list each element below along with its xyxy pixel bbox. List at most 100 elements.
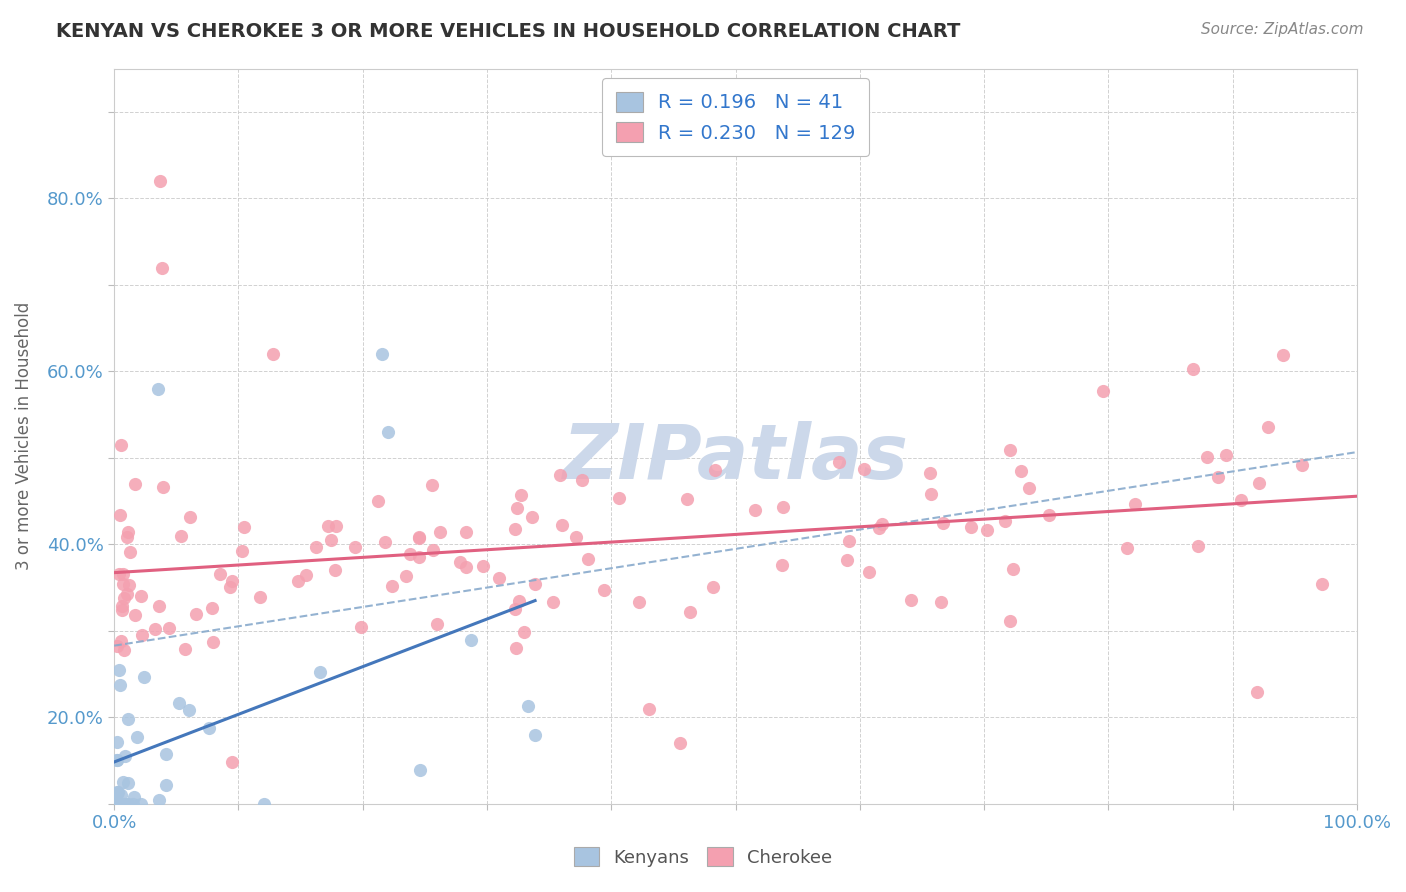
Point xyxy=(565,530,588,544)
Point xyxy=(548,467,571,482)
Point xyxy=(108,678,131,692)
Point xyxy=(124,607,146,622)
Point xyxy=(551,517,574,532)
Point xyxy=(118,545,141,559)
Point xyxy=(155,778,177,792)
Point xyxy=(503,601,526,615)
Point xyxy=(371,347,394,361)
Point xyxy=(150,260,173,275)
Point xyxy=(122,790,145,805)
Point xyxy=(107,784,129,798)
Point xyxy=(1310,577,1333,591)
Point xyxy=(744,502,766,516)
Point xyxy=(429,525,451,540)
Point xyxy=(506,501,529,516)
Point xyxy=(770,558,793,572)
Point xyxy=(1291,458,1313,472)
Legend: Kenyans, Cherokee: Kenyans, Cherokee xyxy=(567,840,839,874)
Point xyxy=(110,797,132,811)
Point xyxy=(637,702,659,716)
Text: KENYAN VS CHEROKEE 3 OR MORE VEHICLES IN HOUSEHOLD CORRELATION CHART: KENYAN VS CHEROKEE 3 OR MORE VEHICLES IN… xyxy=(56,22,960,41)
Point xyxy=(678,605,700,619)
Point xyxy=(179,510,201,524)
Point xyxy=(105,734,128,748)
Point xyxy=(105,797,128,811)
Point xyxy=(517,699,540,714)
Point xyxy=(201,634,224,648)
Point xyxy=(131,628,153,642)
Point xyxy=(1010,464,1032,478)
Point xyxy=(308,665,330,679)
Point xyxy=(325,519,347,533)
Point xyxy=(146,382,169,396)
Point xyxy=(449,555,471,569)
Point xyxy=(231,543,253,558)
Point xyxy=(323,563,346,577)
Point xyxy=(319,533,342,547)
Point xyxy=(208,567,231,582)
Point xyxy=(344,541,367,555)
Point xyxy=(1123,497,1146,511)
Point xyxy=(828,455,851,469)
Point xyxy=(593,583,616,598)
Point xyxy=(702,580,724,594)
Point xyxy=(505,522,527,536)
Point xyxy=(129,797,152,811)
Point xyxy=(108,797,131,811)
Point xyxy=(111,567,134,582)
Point xyxy=(107,797,129,811)
Point xyxy=(1181,361,1204,376)
Point xyxy=(872,517,894,532)
Point xyxy=(110,438,132,452)
Point xyxy=(112,643,135,657)
Point xyxy=(523,577,546,591)
Point xyxy=(571,473,593,487)
Point xyxy=(111,797,134,811)
Point xyxy=(149,174,172,188)
Point xyxy=(1197,450,1219,464)
Point xyxy=(929,595,952,609)
Point xyxy=(994,514,1017,528)
Point xyxy=(143,623,166,637)
Point xyxy=(105,640,128,654)
Point xyxy=(420,478,443,492)
Point xyxy=(117,797,139,811)
Point xyxy=(858,565,880,579)
Point xyxy=(543,595,565,609)
Point xyxy=(609,491,631,506)
Point xyxy=(121,797,143,811)
Point xyxy=(931,516,953,530)
Point xyxy=(221,755,243,769)
Point xyxy=(381,579,404,593)
Point xyxy=(408,532,430,546)
Point xyxy=(628,595,651,609)
Point xyxy=(426,616,449,631)
Point xyxy=(114,797,136,811)
Point xyxy=(349,620,371,634)
Point xyxy=(112,577,135,591)
Point xyxy=(675,491,697,506)
Point xyxy=(377,425,399,439)
Point xyxy=(108,663,131,677)
Point xyxy=(1206,470,1229,484)
Point xyxy=(201,601,224,615)
Point xyxy=(305,540,328,554)
Point xyxy=(127,730,149,744)
Point xyxy=(253,797,276,811)
Point xyxy=(287,574,309,588)
Point xyxy=(108,567,131,582)
Point xyxy=(262,347,284,361)
Point xyxy=(198,722,221,736)
Point xyxy=(920,487,942,501)
Point xyxy=(117,524,139,539)
Point xyxy=(472,558,495,573)
Point xyxy=(1247,476,1270,491)
Point xyxy=(177,703,200,717)
Point xyxy=(576,551,599,566)
Point xyxy=(110,789,132,803)
Point xyxy=(174,642,197,657)
Point xyxy=(129,590,152,604)
Point xyxy=(112,591,135,606)
Point xyxy=(959,519,981,533)
Point xyxy=(1230,492,1253,507)
